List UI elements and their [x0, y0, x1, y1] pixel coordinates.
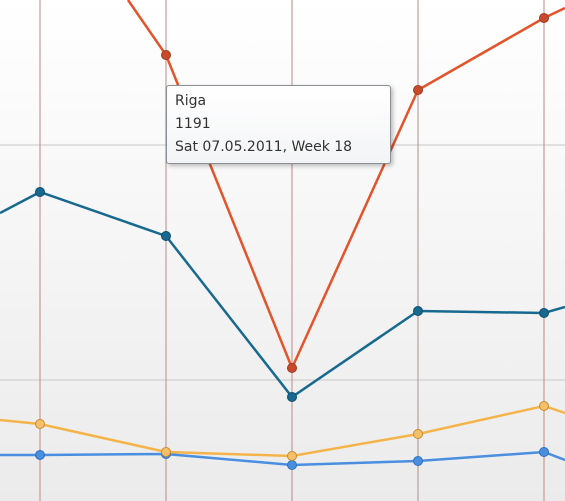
point: [35, 187, 45, 197]
tooltip-name: Riga: [175, 93, 207, 109]
point: [287, 460, 297, 470]
tooltip: Riga 1191 Sat 07.05.2011, Week 18: [166, 85, 391, 164]
point: [413, 429, 423, 439]
point: [161, 231, 171, 241]
series-yellow: [0, 401, 565, 461]
point: [161, 447, 171, 457]
point: [539, 401, 549, 411]
tooltip-date: Sat 07.05.2011, Week 18: [175, 139, 353, 155]
point: [413, 85, 423, 95]
point: [161, 50, 171, 60]
point: [539, 447, 549, 457]
point: [539, 308, 549, 318]
point: [539, 13, 549, 23]
series-dark-blue: [0, 187, 565, 402]
point-highlighted[interactable]: [287, 363, 297, 373]
point: [287, 392, 297, 402]
series-orange: [126, 0, 565, 373]
point: [413, 306, 423, 316]
tooltip-value: 1191: [175, 116, 211, 132]
point: [35, 450, 45, 460]
point: [287, 451, 297, 461]
point: [413, 456, 423, 466]
point: [35, 419, 45, 429]
